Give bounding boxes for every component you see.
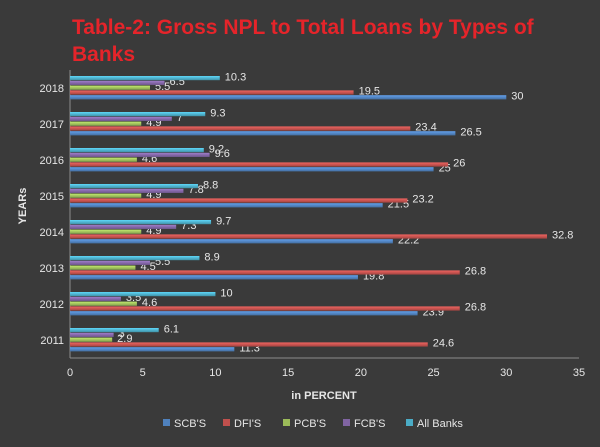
bar-2011-series-1 [70,342,428,347]
legend: SCB'S DFI'S PCB'S FCB'S All Banks [163,418,463,430]
bar-2017-series-1 [70,126,411,131]
bar-2011-series-4 [70,328,159,333]
data-label-2017-series-1: 23.4 [415,122,436,134]
data-label-2011-series-1: 24.6 [433,338,454,350]
bar-2014-series-2 [70,229,142,234]
y-tick-label-2011: 2011 [40,335,64,347]
data-label-2018-series-0: 30 [511,91,523,103]
bar-2016-series-3 [70,152,210,157]
bar-2018-series-2 [70,85,150,90]
y-tick-label-2012: 2012 [40,299,64,311]
legend-swatch-0 [163,419,170,426]
bar-2012-series-3 [70,296,121,301]
data-label-2016-series-1: 26 [453,158,465,170]
bar-2016-series-4 [70,148,204,153]
bar-2013-series-2 [70,265,136,270]
bar-2011-series-2 [70,337,113,342]
data-label-2014-series-4: 9.7 [216,215,231,227]
bar-2017-series-0 [70,131,456,136]
x-tick-label: 25 [427,367,439,379]
data-label-2018-series-4: 10.3 [225,71,246,83]
y-tick-label-2015: 2015 [40,191,64,203]
y-axis-title: YEARs [17,188,29,225]
data-label-2011-series-4: 6.1 [164,323,179,335]
bar-2017-series-2 [70,121,142,126]
y-tick-label-2018: 2018 [40,83,64,95]
bar-2012-series-0 [70,311,418,316]
data-label-2017-series-3: 7 [177,112,183,124]
legend-label-4: All Banks [417,418,463,430]
bar-2015-series-0 [70,203,383,208]
legend-swatch-4 [406,419,413,426]
data-label-2011-series-2: 2.9 [117,333,132,345]
bar-2014-series-0 [70,239,393,244]
data-label-2018-series-1: 19.5 [359,86,380,98]
x-tick-label: 0 [67,367,73,379]
data-label-2011-series-3: 3 [119,328,125,340]
data-label-2014-series-1: 32.8 [552,230,573,242]
x-tick-label: 10 [209,367,221,379]
legend-label-3: FCB'S [354,418,385,430]
x-tick-label: 5 [140,367,146,379]
x-tick-label: 30 [500,367,512,379]
x-tick-label: 15 [282,367,294,379]
bar-2012-series-4 [70,292,216,297]
bar-2014-series-3 [70,224,177,229]
data-label-2013-series-4: 8.9 [204,251,219,263]
bar-2012-series-1 [70,306,460,311]
data-label-2017-series-2: 4.9 [146,117,161,129]
bar-2013-series-4 [70,256,200,261]
legend-swatch-3 [343,419,350,426]
chart-title: Table-2: Gross NPL to Total Loans by Typ… [72,16,534,66]
data-label-2015-series-1: 23.2 [412,194,433,206]
data-label-2012-series-2: 4.6 [142,297,157,309]
data-label-2012-series-4: 10 [220,287,232,299]
x-axis-title: in PERCENT [291,390,357,402]
data-label-2016-series-4: 9.2 [209,143,224,155]
data-label-2016-series-3: 9.6 [215,148,230,160]
bar-2015-series-2 [70,193,142,198]
bar-2016-series-2 [70,157,137,162]
bar-2015-series-3 [70,188,184,193]
legend-label-2: PCB'S [294,418,326,430]
y-tick-label-2017: 2017 [40,119,64,131]
bar-2017-series-3 [70,116,172,121]
bar-2015-series-4 [70,184,198,189]
bar-2018-series-1 [70,90,354,95]
bar-2013-series-0 [70,275,358,280]
bar-2014-series-1 [70,234,548,239]
bar-2018-series-3 [70,80,165,85]
legend-label-1: DFI'S [234,418,261,430]
bar-2011-series-0 [70,347,235,352]
x-tick-label: 20 [355,367,367,379]
bar-2016-series-1 [70,162,449,167]
legend-label-0: SCB'S [174,418,206,430]
data-label-2012-series-1: 26.8 [465,302,486,314]
y-tick-label-2016: 2016 [40,155,64,167]
bar-2011-series-3 [70,332,114,337]
x-tick-label: 35 [573,367,585,379]
bar-2014-series-4 [70,220,212,225]
bar-2018-series-4 [70,76,220,81]
y-tick-label-2013: 2013 [40,263,64,275]
bar-2016-series-0 [70,167,434,172]
bar-2013-series-3 [70,260,150,265]
legend-swatch-2 [283,419,290,426]
bar-2015-series-1 [70,198,408,203]
data-label-2015-series-4: 8.8 [203,179,218,191]
data-label-2017-series-4: 9.3 [210,107,225,119]
y-tick-label-2014: 2014 [40,227,64,239]
bar-2012-series-2 [70,301,137,306]
data-label-2013-series-1: 26.8 [465,266,486,278]
legend-swatch-1 [223,419,230,426]
bar-2018-series-0 [70,95,507,100]
bar-2013-series-1 [70,270,460,275]
bar-2017-series-4 [70,112,206,117]
data-label-2017-series-0: 26.5 [460,127,481,139]
